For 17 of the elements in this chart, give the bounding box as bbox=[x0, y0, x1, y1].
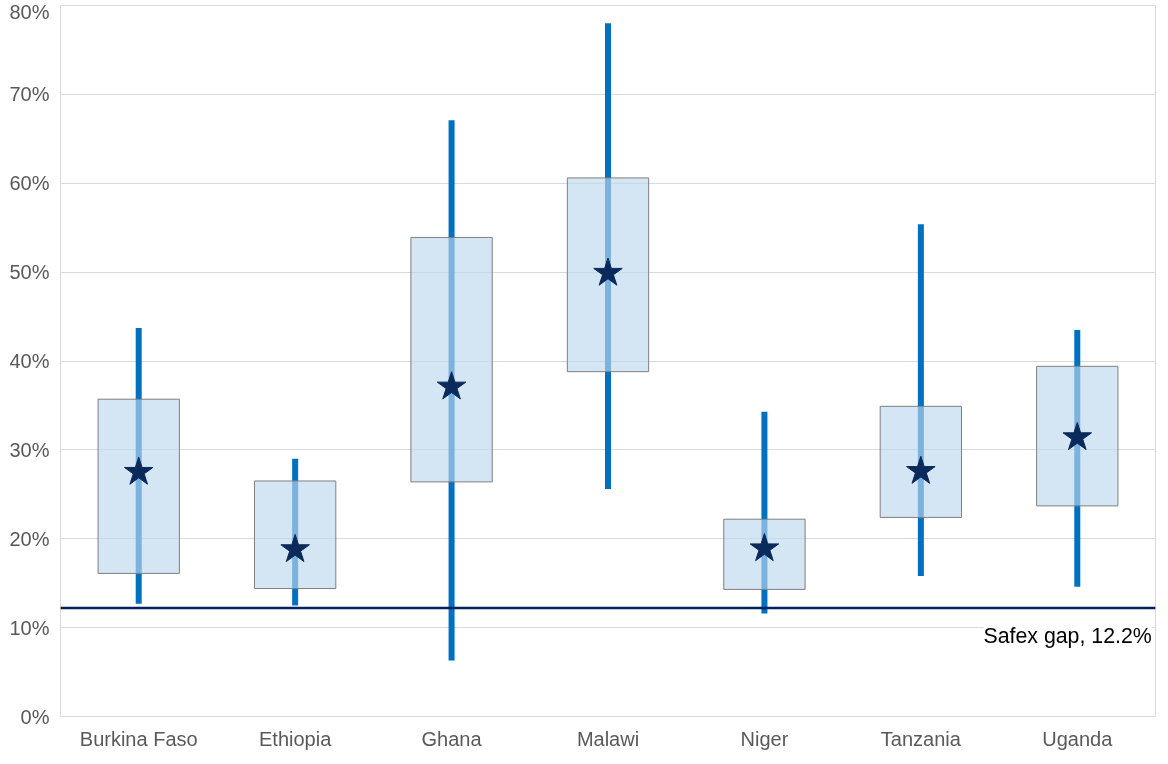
y-tick-label: 0% bbox=[20, 705, 50, 728]
y-tick-label: 20% bbox=[9, 527, 50, 550]
x-tick-label: Burkina Faso bbox=[79, 727, 198, 750]
x-tick-label: Tanzania bbox=[880, 727, 962, 750]
x-tick-label: Ethiopia bbox=[259, 727, 333, 750]
ref-line-label: Safex gap, 12.2% bbox=[983, 624, 1152, 649]
y-tick-label: 10% bbox=[9, 616, 50, 639]
y-tick-label: 60% bbox=[9, 172, 50, 195]
x-tick-label: Niger bbox=[740, 727, 789, 750]
y-tick-label: 30% bbox=[9, 438, 50, 461]
y-tick-label: 80% bbox=[9, 0, 50, 23]
x-tick-label: Ghana bbox=[421, 727, 483, 750]
x-tick-label: Malawi bbox=[576, 727, 640, 750]
y-tick-label: 50% bbox=[9, 261, 50, 284]
x-tick-label: Uganda bbox=[1042, 727, 1114, 750]
y-tick-label: 40% bbox=[9, 350, 50, 372]
y-tick-label: 70% bbox=[9, 83, 50, 106]
